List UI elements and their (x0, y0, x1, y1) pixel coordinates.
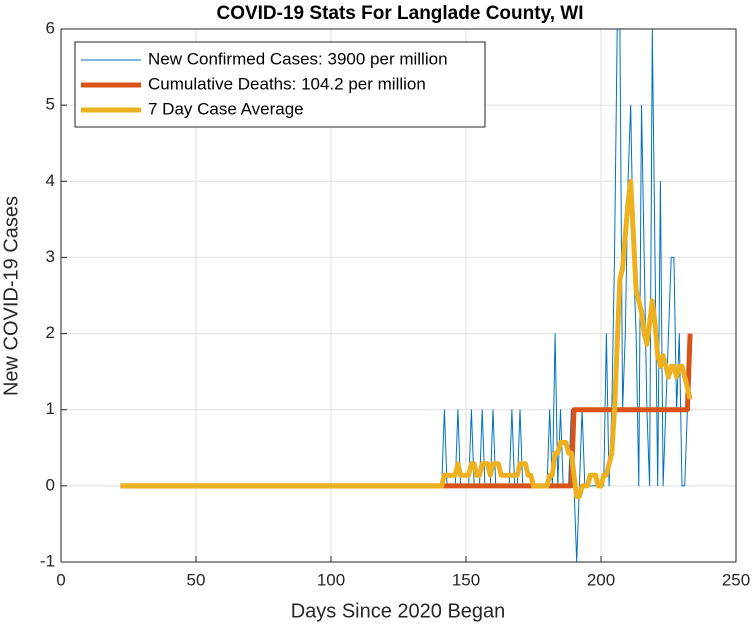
legend-label: 7 Day Case Average (148, 99, 304, 118)
legend: New Confirmed Cases: 3900 per million Cum… (74, 41, 486, 128)
x-axis-label: Days Since 2020 Began (291, 600, 506, 622)
x-tick-label: 200 (587, 570, 615, 589)
y-tick-label: -1 (40, 551, 55, 570)
x-tick-label: 100 (317, 570, 345, 589)
x-tick-label: 150 (452, 570, 480, 589)
x-tick-label: 250 (722, 570, 750, 589)
axes-box (60, 28, 737, 563)
series-line (120, 333, 693, 489)
y-tick-label: 2 (46, 323, 55, 342)
y-tick-label: 5 (46, 95, 55, 114)
y-tick-label: 3 (46, 247, 55, 266)
legend-box (74, 41, 486, 128)
y-tick-label: 6 (46, 18, 55, 37)
x-tick-label: 0 (56, 570, 65, 589)
legend-label: Cumulative Deaths: 104.2 per million (148, 74, 426, 93)
chart-title: COVID-19 Stats For Langlade County, WI (216, 3, 583, 24)
legend-label: New Confirmed Cases: 3900 per million (148, 49, 448, 68)
y-tick-label: 4 (46, 171, 55, 190)
series-line (120, 178, 693, 500)
y-tick-label: 1 (46, 399, 55, 418)
x-tick-label: 50 (187, 570, 206, 589)
y-axis-label: New COVID-19 Cases (0, 196, 22, 396)
y-tick-label: 0 (46, 475, 55, 494)
